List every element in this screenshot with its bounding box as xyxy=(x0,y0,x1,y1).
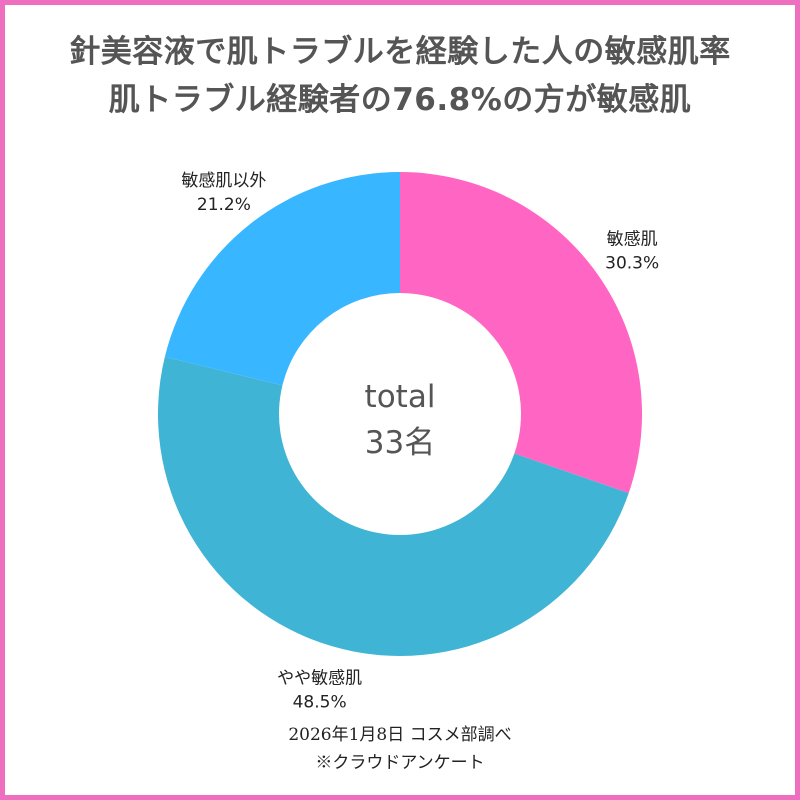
slice-percent-label: 21.2% xyxy=(197,195,251,215)
donut-slices xyxy=(158,172,642,656)
slice-labels: 敏感肌 30.3% やや敏感肌 48.5% 敏感肌以外 21.2% xyxy=(181,171,659,713)
donut-slice-2 xyxy=(164,172,400,386)
slice-percent-label: 48.5% xyxy=(293,692,347,712)
chart-subtitle: 肌トラブル経験者の76.8%の方が敏感肌 xyxy=(108,82,692,118)
slice-name-label: 敏感肌以外 xyxy=(181,171,266,191)
donut-slice-0 xyxy=(400,172,642,494)
center-total-label: total xyxy=(365,379,436,415)
chart-title: 針美容液で肌トラブルを経験した人の敏感肌率 xyxy=(69,34,731,70)
slice-name-label: 敏感肌 xyxy=(607,230,658,250)
slice-percent-label: 30.3% xyxy=(605,254,659,274)
slice-name-label: やや敏感肌 xyxy=(277,668,362,688)
footer-note: ※クラウドアンケート xyxy=(315,753,485,773)
donut-slice-1 xyxy=(158,356,629,656)
footer-source: 2026年1月8日 コスメ部調べ xyxy=(288,725,512,745)
center-total-value: 33名 xyxy=(365,425,435,461)
